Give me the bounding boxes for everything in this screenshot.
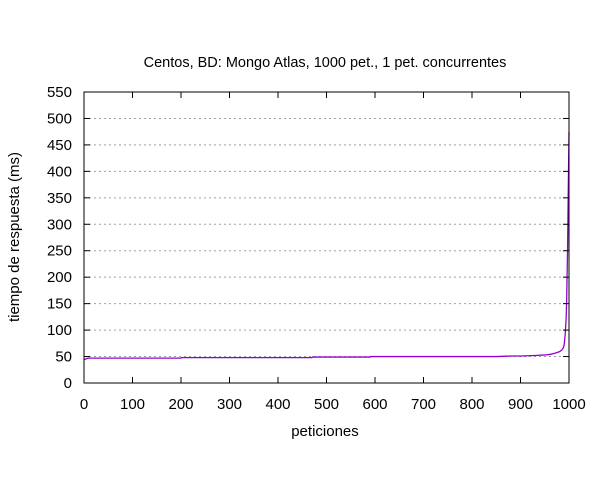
y-tick-label: 250 (47, 243, 72, 260)
y-tick-label: 350 (47, 190, 72, 207)
x-tick-label: 300 (217, 396, 242, 413)
y-tick-label: 150 (47, 296, 72, 313)
x-tick-label: 0 (80, 396, 88, 413)
x-tick-label: 900 (508, 396, 533, 413)
y-tick-label: 200 (47, 269, 72, 286)
y-tick-label: 0 (64, 375, 72, 392)
y-axis-label: tiempo de respuesta (ms) (6, 152, 23, 322)
y-tick-label: 300 (47, 216, 72, 233)
y-tick-label: 550 (47, 84, 72, 101)
y-tick-label: 450 (47, 137, 72, 154)
y-tick-label: 50 (55, 349, 72, 366)
x-tick-label: 1000 (552, 396, 585, 413)
plot-frame (83, 91, 570, 384)
y-tick-label: 400 (47, 163, 72, 180)
x-tick-label: 700 (411, 396, 436, 413)
series-line-1 (84, 131, 570, 361)
y-tick-label: 100 (47, 322, 72, 339)
grid-lines (84, 117, 569, 358)
y-tick-labels: 0 50 100 150 200 250 300 350 400 450 500 550 (47, 84, 72, 392)
x-tick-label: 400 (265, 396, 290, 413)
axis-ticks (83, 91, 570, 384)
x-tick-label: 200 (168, 396, 193, 413)
x-tick-label: 600 (362, 396, 387, 413)
x-axis-label: peticiones (291, 423, 359, 440)
x-tick-labels: 0 100 200 300 400 500 600 700 800 900 1000 (80, 396, 586, 413)
x-tick-label: 500 (314, 396, 339, 413)
series-layer (84, 131, 570, 361)
x-tick-label: 100 (120, 396, 145, 413)
chart-title: Centos, BD: Mongo Atlas, 1000 pet., 1 pe… (144, 55, 507, 71)
x-tick-label: 800 (459, 396, 484, 413)
y-tick-label: 500 (47, 110, 72, 127)
